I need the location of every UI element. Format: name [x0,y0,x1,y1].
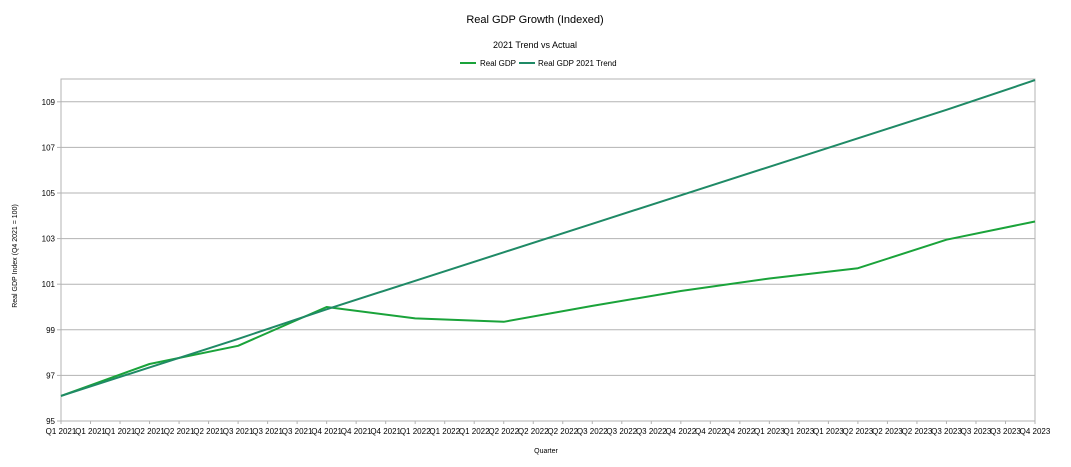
x-tick-label: Q3 2022 [636,427,667,436]
chart-title: Real GDP Growth (Indexed) [466,14,603,26]
y-tick-label: 109 [42,98,56,107]
x-tick-label: Q1 2021 [46,427,77,436]
x-tick-label: Q3 2023 [990,427,1021,436]
y-tick-label: 99 [46,326,55,335]
y-tick-label: 101 [42,280,56,289]
y-tick-label: 105 [42,189,56,198]
x-tick-label: Q2 2021 [134,427,165,436]
series-line-real-gdp [60,220,1036,397]
x-tick-label: Q2 2023 [843,427,874,436]
y-axis-label: Real GDP Index (Q4 2021 = 100) [12,204,19,308]
y-tick-label: 95 [46,417,55,426]
legend: Real GDP Real GDP 2021 Trend [460,59,617,68]
x-tick-label: Q4 2022 [695,427,726,436]
x-tick-label: Q3 2021 [252,427,283,436]
x-tick-label: Q3 2022 [577,427,608,436]
x-tick-label: Q1 2021 [105,427,136,436]
x-tick-label: Q1 2023 [784,427,815,436]
x-tick-label: Q3 2023 [931,427,962,436]
x-tick-label: Q1 2022 [400,427,431,436]
series-line-real-gdp-2021-trend [60,79,1036,397]
x-tick-label: Q2 2021 [164,427,195,436]
x-tick-label: Q2 2022 [488,427,519,436]
x-tick-label: Q4 2022 [724,427,755,436]
series-lines [60,79,1036,397]
y-tick-label: 107 [42,143,56,152]
x-tick-label: Q1 2023 [754,427,785,436]
legend-label-real-gdp-2021-trend: Real GDP 2021 Trend [538,59,617,68]
x-tick-label: Q2 2022 [518,427,549,436]
x-tick-label: Q2 2022 [547,427,578,436]
x-tick-label: Q1 2021 [75,427,106,436]
x-tick-label: Q4 2023 [1020,427,1051,436]
y-axis-ticks: 95 97 99 101 103 105 107 109 [42,98,61,426]
x-tick-label: Q3 2021 [223,427,254,436]
x-tick-label: Q4 2021 [311,427,342,436]
x-tick-label: Q1 2022 [459,427,490,436]
gridlines [61,101,1035,422]
x-tick-label: Q3 2022 [606,427,637,436]
legend-label-real-gdp: Real GDP [480,59,516,68]
x-tick-label: Q1 2022 [429,427,460,436]
y-tick-label: 103 [42,235,56,244]
x-tick-label: Q4 2021 [341,427,372,436]
chart-subtitle: 2021 Trend vs Actual [493,40,577,50]
x-tick-label: Q1 2023 [813,427,844,436]
plot-area [60,78,1036,422]
x-tick-label: Q2 2023 [872,427,903,436]
x-tick-label: Q4 2022 [665,427,696,436]
x-tick-label: Q2 2023 [902,427,933,436]
x-tick-label: Q3 2023 [961,427,992,436]
x-tick-label: Q2 2021 [193,427,224,436]
y-tick-label: 97 [46,371,55,380]
x-axis-label: Quarter [534,448,558,455]
x-tick-label: Q3 2021 [282,427,313,436]
x-tick-label: Q4 2021 [370,427,401,436]
